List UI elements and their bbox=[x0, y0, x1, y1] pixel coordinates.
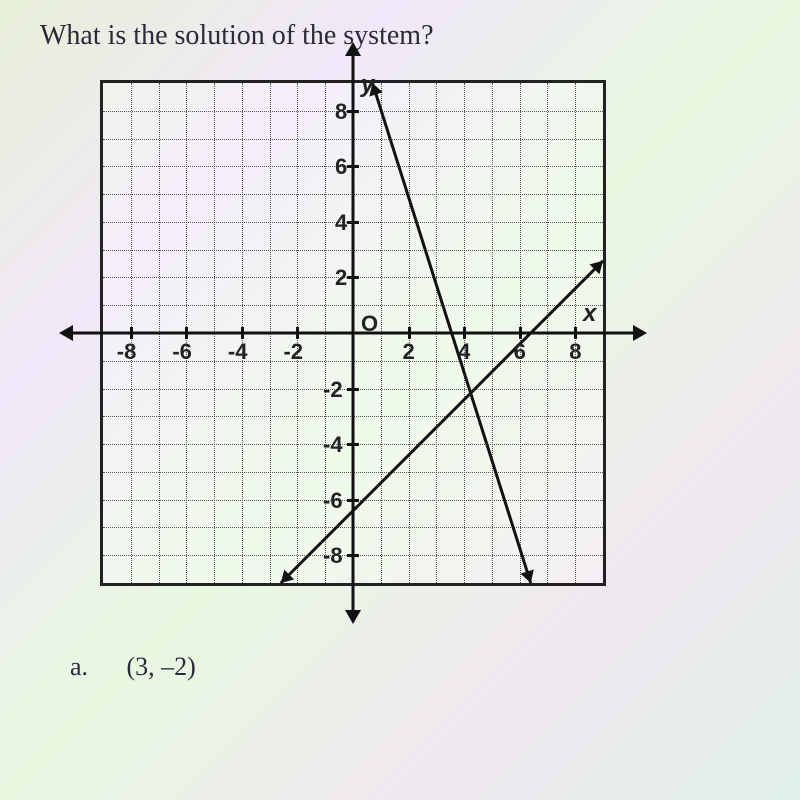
y-axis-label: y bbox=[361, 71, 374, 99]
y-tick bbox=[347, 499, 359, 502]
y-axis-arrow-up bbox=[345, 42, 361, 56]
y-tick-label: -4 bbox=[323, 432, 343, 458]
y-tick-label: -2 bbox=[323, 377, 343, 403]
y-tick-label: 2 bbox=[335, 265, 347, 291]
x-tick bbox=[519, 327, 522, 339]
x-tick-label: 6 bbox=[514, 339, 526, 365]
x-tick bbox=[574, 327, 577, 339]
x-tick-label: -2 bbox=[283, 339, 303, 365]
answer-text: (3, –2) bbox=[127, 652, 196, 681]
x-tick bbox=[185, 327, 188, 339]
y-tick bbox=[347, 554, 359, 557]
answer-letter: a. bbox=[70, 652, 120, 682]
graph-container: O y x 2 4 6 8 -8 -6 -4 -2 2 4 6 8 -2 -4 -6 -8 bbox=[70, 70, 630, 630]
answer-row: a. (3, –2) bbox=[70, 652, 760, 682]
y-tick bbox=[347, 443, 359, 446]
x-tick-label: -8 bbox=[117, 339, 137, 365]
x-tick bbox=[130, 327, 133, 339]
x-axis-label: x bbox=[583, 300, 596, 328]
plotted-lines bbox=[103, 83, 603, 583]
y-tick bbox=[347, 388, 359, 391]
x-tick-label: -4 bbox=[228, 339, 248, 365]
x-tick bbox=[241, 327, 244, 339]
x-tick bbox=[296, 327, 299, 339]
x-axis-arrow-right bbox=[633, 325, 647, 341]
y-tick bbox=[347, 165, 359, 168]
shallow-line bbox=[281, 261, 603, 583]
y-tick-label: 6 bbox=[335, 154, 347, 180]
x-tick-label: 2 bbox=[403, 339, 415, 365]
question-text: What is the solution of the system? bbox=[40, 20, 760, 52]
x-tick-label: -6 bbox=[172, 339, 192, 365]
steep-line bbox=[372, 83, 530, 583]
x-tick bbox=[463, 327, 466, 339]
y-tick-label: -8 bbox=[323, 543, 343, 569]
y-axis-arrow-down bbox=[345, 610, 361, 624]
y-tick bbox=[347, 221, 359, 224]
x-tick-label: 4 bbox=[458, 339, 470, 365]
y-tick-label: -6 bbox=[323, 488, 343, 514]
x-tick bbox=[408, 327, 411, 339]
y-tick bbox=[347, 110, 359, 113]
grid-box: O y x 2468-8-6-4-22468-2-4-6-8 bbox=[100, 80, 606, 586]
y-tick-label: 4 bbox=[335, 210, 347, 236]
y-tick bbox=[347, 276, 359, 279]
x-tick-label: 8 bbox=[569, 339, 581, 365]
y-tick-label: 8 bbox=[335, 99, 347, 125]
x-axis-arrow-left bbox=[59, 325, 73, 341]
origin-label: O bbox=[361, 311, 378, 337]
